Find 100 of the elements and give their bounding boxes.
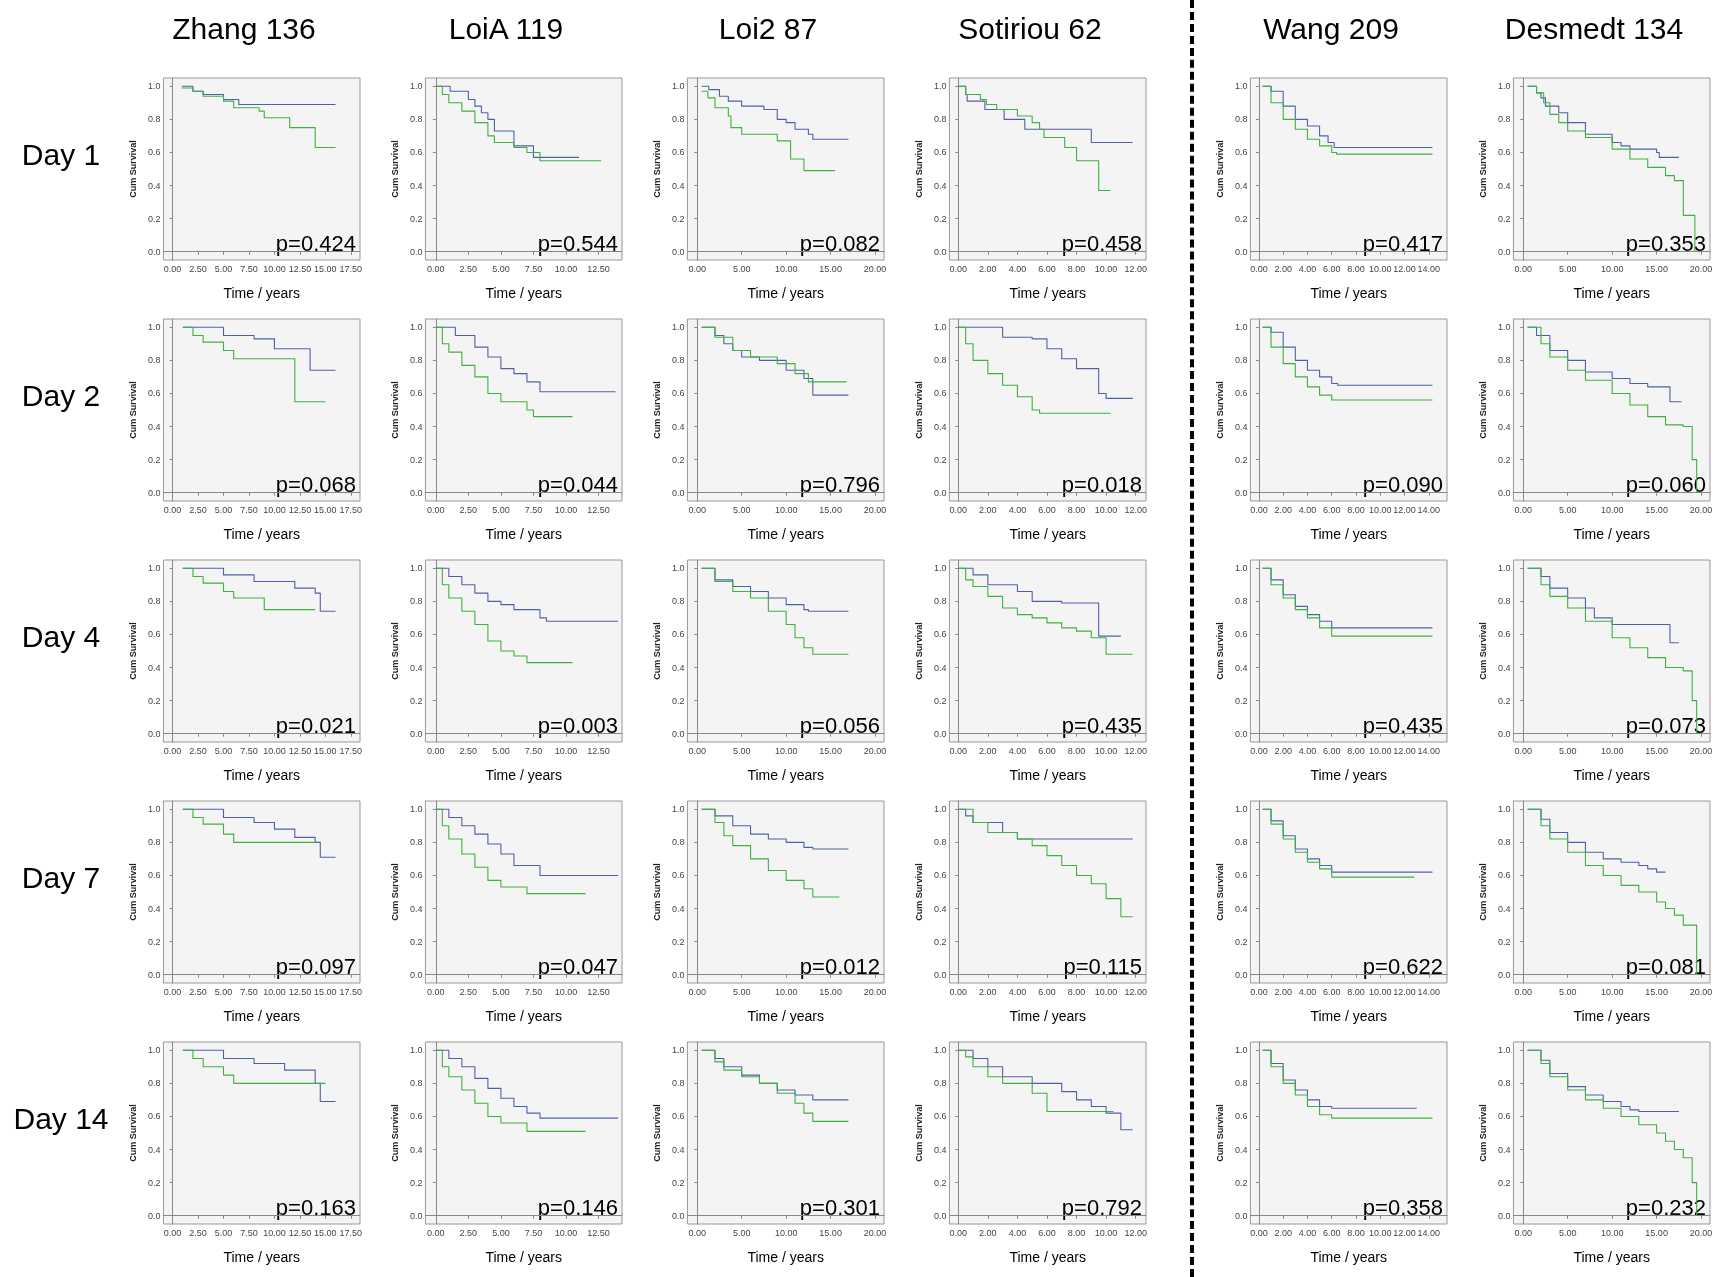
x-tick-label: 0.00 [688, 745, 706, 756]
x-tick-label: 4.00 [1008, 504, 1027, 515]
y-axis-title: Cum Survival [1477, 622, 1488, 680]
x-tick-label: 10.00 [263, 263, 286, 274]
y-tick-label: 0.6 [1234, 870, 1248, 881]
x-axis-title: Time / years [1009, 1008, 1086, 1024]
y-tick-label: 0.4 [671, 662, 685, 673]
x-tick-label: 12.00 [1393, 263, 1416, 274]
x-tick-label: 17.50 [339, 263, 363, 274]
x-tick-label: 10.00 [1368, 986, 1392, 997]
x-tick-label: 0.00 [1514, 986, 1532, 997]
y-tick-label: 0.2 [1234, 454, 1248, 465]
x-tick-label: 5.00 [214, 1227, 233, 1238]
y-tick-label: 0.0 [409, 1210, 423, 1221]
x-tick-label: 20.00 [1689, 504, 1713, 515]
y-tick-label: 0.2 [1497, 454, 1511, 465]
y-tick-label: 0.6 [147, 870, 161, 881]
y-tick-label: 0.8 [409, 114, 423, 125]
x-tick-label: 0.00 [163, 986, 182, 997]
x-tick-label: 5.00 [732, 745, 751, 756]
y-tick-label: 0.6 [1497, 388, 1511, 399]
annotation: p=0.796 [799, 471, 880, 497]
x-tick-label: 4.00 [1008, 745, 1027, 756]
x-tick-label: 0.00 [1514, 263, 1532, 274]
y-tick-label: 0.0 [671, 728, 685, 739]
x-tick-label: 12.50 [288, 504, 312, 515]
x-tick-label: 5.00 [732, 1227, 751, 1238]
y-tick-label: 0.6 [1497, 147, 1511, 158]
x-tick-label: 2.00 [979, 1227, 997, 1238]
x-axis-title: Time / years [747, 526, 824, 542]
y-tick-label: 0.6 [409, 870, 423, 881]
y-tick-label: 0.4 [671, 1144, 685, 1155]
x-tick-label: 6.00 [1038, 986, 1056, 997]
y-tick-label: 0.4 [147, 421, 161, 432]
x-tick-label: 8.00 [1347, 745, 1365, 756]
y-axis-title: Cum Survival [651, 1104, 662, 1162]
x-tick-label: 10.00 [1368, 504, 1392, 515]
chart-title: Loi2 87 [717, 12, 819, 46]
y-tick-label: 0.8 [933, 837, 947, 848]
y-axis-title: Cum Survival [913, 381, 924, 439]
x-tick-label: 10.00 [554, 1227, 578, 1238]
x-tick-label: 10.00 [1600, 986, 1624, 997]
x-tick-label: 0.00 [427, 504, 445, 515]
x-tick-label: 0.00 [163, 745, 182, 756]
y-tick-label: 0.6 [1497, 629, 1511, 640]
y-axis-title: Cum Survival [651, 140, 662, 198]
x-tick-label: 7.50 [524, 1227, 543, 1238]
x-tick-label: 12.00 [1124, 504, 1147, 515]
y-tick-label: 0.6 [671, 147, 685, 158]
y-tick-label: 0.8 [147, 355, 161, 366]
x-tick-label: 0.00 [163, 263, 182, 274]
annotation: p=0.018 [1061, 471, 1142, 497]
x-tick-label: 12.50 [587, 745, 610, 756]
y-tick-label: 0.2 [671, 695, 685, 706]
y-axis-title: Cum Survival [389, 381, 400, 439]
annotation: p=0.424 [275, 230, 356, 256]
x-tick-label: 5.00 [492, 986, 510, 997]
y-tick-label: 1.0 [933, 81, 947, 92]
y-tick-label: 0.2 [1234, 695, 1248, 706]
x-tick-label: 17.50 [339, 504, 363, 515]
x-axis-title: Time / years [223, 1008, 300, 1024]
annotation: p=0.163 [275, 1194, 356, 1220]
annotation: p=0.012 [799, 953, 880, 979]
annotation: p=0.047 [537, 953, 618, 979]
y-tick-label: 0.4 [1497, 903, 1511, 914]
x-tick-label: 6.00 [1322, 504, 1341, 515]
x-tick-label: 10.00 [774, 986, 798, 997]
y-axis-title: Cum Survival [913, 863, 924, 921]
x-tick-label: 8.00 [1067, 263, 1086, 274]
y-tick-label: 0.4 [1234, 903, 1248, 914]
y-tick-label: 1.0 [1234, 1045, 1248, 1056]
y-tick-label: 0.8 [671, 1078, 685, 1089]
x-tick-label: 2.50 [459, 986, 478, 997]
x-tick-label: 12.50 [288, 745, 312, 756]
x-tick-label: 10.00 [1094, 986, 1118, 997]
x-tick-label: 12.50 [587, 263, 610, 274]
x-tick-label: 10.00 [554, 986, 578, 997]
annotation: p=0.792 [1061, 1194, 1142, 1220]
y-tick-label: 0.0 [671, 1210, 685, 1221]
x-tick-label: 0.00 [163, 504, 182, 515]
x-tick-label: 14.00 [1417, 986, 1441, 997]
annotation: p=0.301 [799, 1194, 880, 1220]
x-tick-label: 20.00 [1689, 263, 1713, 274]
y-tick-label: 0.2 [1497, 936, 1511, 947]
y-tick-label: 0.0 [671, 246, 685, 257]
y-axis-title: Cum Survival [913, 140, 924, 198]
x-tick-label: 5.00 [1558, 263, 1577, 274]
y-tick-label: 1.0 [1234, 804, 1248, 815]
y-tick-label: 0.2 [147, 695, 161, 706]
y-tick-label: 0.6 [933, 1111, 947, 1122]
y-tick-label: 0.2 [933, 695, 947, 706]
x-tick-label: 2.50 [189, 745, 207, 756]
x-tick-label: 5.00 [492, 263, 510, 274]
x-axis-title: Time / years [223, 285, 300, 301]
x-tick-label: 6.00 [1322, 263, 1341, 274]
y-axis-title: Cum Survival [1477, 381, 1488, 439]
x-tick-label: 5.00 [1558, 986, 1577, 997]
y-axis-title: Cum Survival [1214, 140, 1225, 198]
x-tick-label: 15.00 [314, 745, 337, 756]
x-tick-label: 8.00 [1067, 745, 1086, 756]
